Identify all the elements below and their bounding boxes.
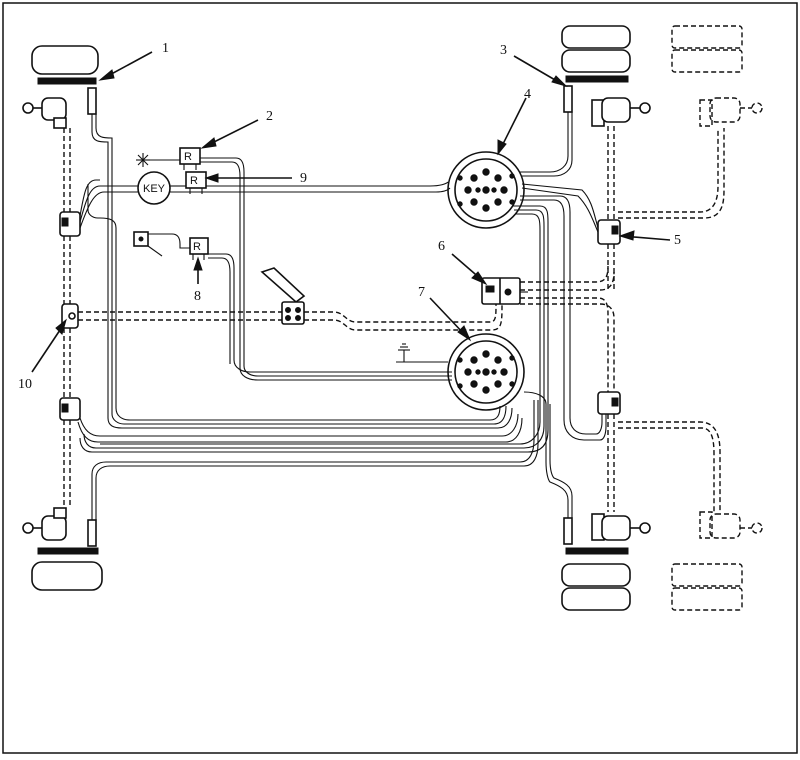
ecu-interconnect-harness <box>79 195 607 453</box>
warning-lamp-icon <box>136 153 180 167</box>
callout-6-arrow <box>451 253 488 286</box>
front-left-modulator-harness <box>79 179 501 421</box>
rear-left-brake-chamber <box>22 507 67 541</box>
ignition-relay: R <box>185 171 207 194</box>
callout-2-arrow <box>200 119 259 149</box>
retarder-relay-mark: R <box>193 241 201 253</box>
rear-left-sensor-harness <box>91 400 539 520</box>
front-left-modulator-valve <box>59 211 81 237</box>
rear-right-modulator-valve <box>597 391 621 415</box>
ecu-connector-upper <box>447 151 525 229</box>
front-right-brake-chamber <box>591 97 651 127</box>
rear-left-modulator-valve <box>59 397 81 421</box>
ignition-key-switch: KEY <box>137 171 186 205</box>
left-quick-release-valve <box>61 303 79 329</box>
front-right-outer-chamber-outline <box>699 97 763 127</box>
callout-6: 6 <box>438 239 445 254</box>
retarder-switch <box>133 231 190 257</box>
rear-right-outer-chamber-outline <box>699 511 763 539</box>
rear-right-sensor-harness <box>523 391 573 518</box>
rear-right-wheel-sensor <box>563 517 573 545</box>
front-right-modulator-harness <box>521 183 599 233</box>
front-left-brake-chamber <box>22 97 67 129</box>
callout-9-arrow <box>204 173 292 183</box>
callout-1: 1 <box>162 41 169 56</box>
callout-8: 8 <box>194 289 201 304</box>
front-right-wheel-sensor <box>563 85 573 113</box>
rear-left-modulator-harness <box>77 413 523 443</box>
ignition-relay-mark: R <box>190 175 198 187</box>
left-air-lines <box>63 128 71 508</box>
callout-3: 3 <box>500 43 507 58</box>
retarder-relay: R <box>189 237 452 373</box>
ground-symbol <box>396 343 448 363</box>
foot-brake-valve <box>260 267 306 325</box>
callout-10-arrow <box>31 318 67 373</box>
front-left-sensor-harness <box>91 114 513 429</box>
rear-right-tire <box>561 547 631 611</box>
callout-8-arrow <box>193 256 203 284</box>
front-left-wheel-sensor <box>87 87 97 115</box>
callout-1-arrow <box>98 51 153 81</box>
relay-valve <box>481 277 521 305</box>
callout-3-arrow <box>513 55 568 88</box>
callout-5: 5 <box>674 233 681 248</box>
warning-relay-mark: R <box>184 151 192 163</box>
callout-10: 10 <box>18 377 32 392</box>
callout-4: 4 <box>524 87 531 102</box>
rear-right-brake-chamber <box>591 513 651 541</box>
callout-9: 9 <box>300 171 307 186</box>
callout-2: 2 <box>266 109 273 124</box>
front-right-tire <box>561 25 631 83</box>
callout-5-arrow <box>618 230 671 241</box>
front-left-tire <box>31 45 99 85</box>
front-right-sensor-harness <box>520 112 573 177</box>
key-label: KEY <box>143 183 166 195</box>
rear-left-wheel-sensor <box>87 519 97 547</box>
rear-right-dual-tire-outline <box>671 563 743 611</box>
front-right-dual-tire-outline <box>671 25 743 73</box>
callout-4-arrow <box>497 97 527 156</box>
callout-7-arrow <box>429 297 472 342</box>
front-right-modulator-valve <box>597 219 621 245</box>
warning-lamp-relay: R <box>179 147 452 381</box>
right-air-lines <box>520 126 725 512</box>
rear-left-tire <box>31 547 103 591</box>
callout-7: 7 <box>418 285 425 300</box>
ecu-connector-lower <box>447 333 525 411</box>
